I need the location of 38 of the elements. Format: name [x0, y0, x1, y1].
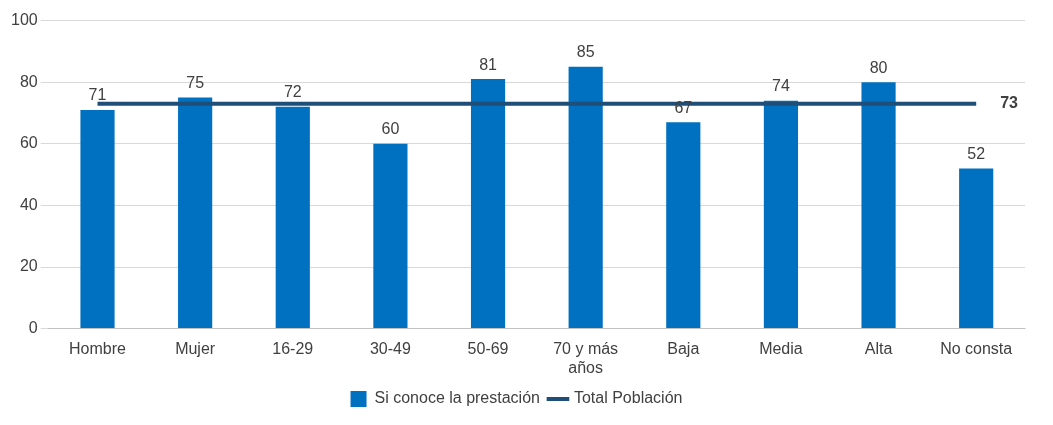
- data-label: 74: [772, 77, 790, 95]
- x-tick-label: Mujer: [175, 339, 216, 357]
- bar: [763, 100, 799, 329]
- bar: [80, 109, 115, 329]
- data-label: 73: [1000, 94, 1019, 112]
- x-tick-label: Hombre: [69, 339, 127, 357]
- y-tick-label: 60: [19, 134, 38, 152]
- bar: [959, 168, 994, 329]
- y-tick-label: 40: [19, 195, 38, 213]
- legend-label: Total Población: [573, 389, 683, 407]
- x-tick-label: 50-69: [467, 339, 509, 357]
- x-tick-label: Alta: [864, 339, 893, 357]
- data-label: 85: [576, 43, 595, 61]
- data-label: 81: [479, 55, 498, 73]
- data-label: 80: [869, 58, 888, 76]
- x-tick-label: Media: [759, 339, 803, 357]
- y-tick-label: 0: [28, 319, 38, 337]
- y-tick-label: 100: [10, 11, 38, 29]
- bar: [470, 79, 506, 329]
- bar: [373, 143, 408, 329]
- data-label: 75: [186, 74, 205, 92]
- bar: [275, 106, 310, 329]
- legend-label: Si conoce la prestación: [374, 389, 540, 407]
- data-label: 60: [381, 120, 400, 138]
- x-tick-label: 70 y más años: [553, 339, 619, 376]
- y-tick-label: 80: [19, 72, 38, 90]
- x-tick-label: No consta: [940, 339, 1013, 357]
- bar: [568, 66, 603, 329]
- x-tick-label: Baja: [667, 339, 700, 357]
- x-tick-label: 30-49: [369, 339, 411, 357]
- x-tick-label: 16-29: [272, 339, 314, 357]
- data-label: 72: [283, 83, 302, 101]
- bar: [861, 82, 896, 329]
- data-label: 71: [88, 86, 107, 104]
- y-tick-label: 20: [19, 257, 38, 275]
- bar: [666, 122, 701, 329]
- data-label: 52: [967, 144, 986, 162]
- bar: [178, 97, 213, 329]
